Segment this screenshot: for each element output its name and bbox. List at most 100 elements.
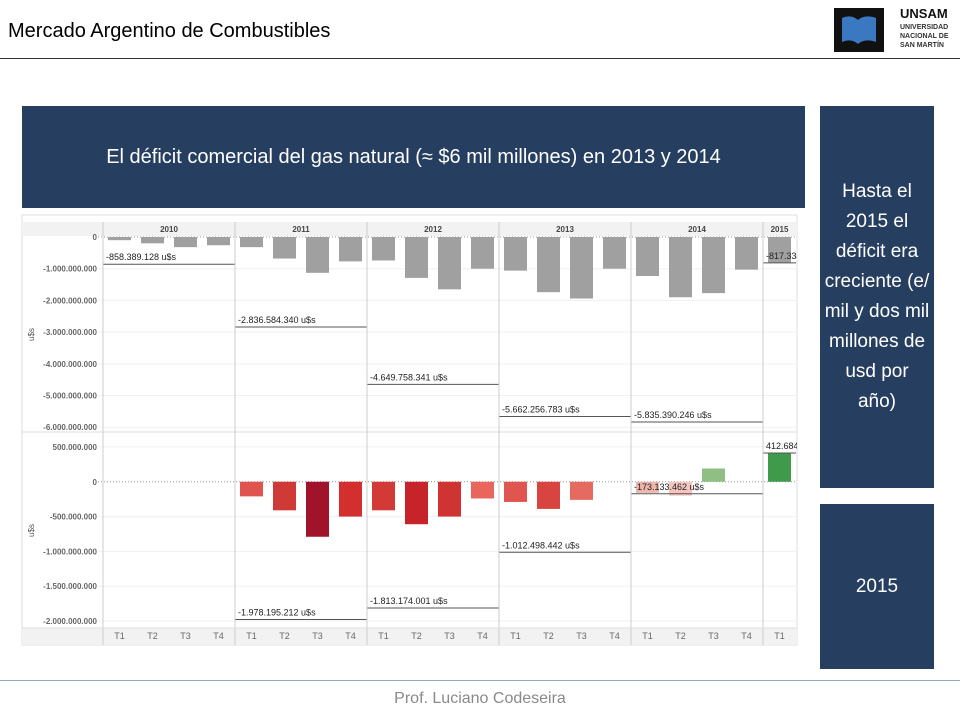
x-tick-label: T3 xyxy=(708,631,719,641)
x-tick-label: T4 xyxy=(213,631,224,641)
y-tick-label: -1.000.000.000 xyxy=(43,265,97,274)
bar xyxy=(174,237,197,248)
plot: u$s 0 -1.000.000.000 -2.000.000.000 -3.000.0… xyxy=(22,222,802,645)
x-tick-label: T2 xyxy=(279,631,290,641)
x-tick-label: T2 xyxy=(543,631,554,641)
x-tick-label: T4 xyxy=(345,631,356,641)
x-tick-label: T1 xyxy=(114,631,125,641)
reference-label: -1.978.195.212 u$s xyxy=(238,608,316,618)
bar xyxy=(339,237,362,262)
reference-label: -2.836.584.340 u$s xyxy=(238,315,316,325)
side-note: Hasta el 2015 el déficit era creciente (… xyxy=(820,106,934,488)
y-tick-label: -1.500.000.000 xyxy=(43,582,97,591)
reference-label: -173.133.462 u$s xyxy=(634,482,705,492)
x-tick-label: T1 xyxy=(246,631,257,641)
y-tick-label: -3.000.000.000 xyxy=(43,328,97,337)
x-tick-label: T1 xyxy=(510,631,521,641)
bar xyxy=(207,237,230,246)
year-header: 2013 xyxy=(556,225,574,234)
header-band xyxy=(22,222,797,236)
year-header: 2012 xyxy=(424,225,442,234)
x-tick-label: T4 xyxy=(477,631,488,641)
y-tick-label: -4.000.000.000 xyxy=(43,360,97,369)
bar xyxy=(537,237,560,293)
bar xyxy=(504,481,527,502)
bar xyxy=(141,237,164,244)
bar xyxy=(372,481,395,511)
bar xyxy=(669,481,692,496)
bar xyxy=(273,481,296,511)
bar xyxy=(273,237,296,259)
bar xyxy=(372,237,395,261)
footer-rule xyxy=(0,680,960,681)
bar xyxy=(768,237,791,263)
bar xyxy=(603,237,626,269)
bar xyxy=(306,481,329,537)
bar xyxy=(636,481,659,493)
bar xyxy=(405,237,428,278)
x-tick-label: T3 xyxy=(180,631,191,641)
footer: Prof. Luciano Codeseira xyxy=(394,690,566,707)
bar xyxy=(735,237,758,270)
bar xyxy=(636,237,659,276)
bar xyxy=(537,481,560,509)
headline: El déficit comercial del gas natural (≈ … xyxy=(22,106,805,208)
bar xyxy=(471,237,494,269)
year-header: 2015 xyxy=(771,225,789,234)
y-tick-label: 0 xyxy=(93,478,98,487)
quarter-band xyxy=(22,628,797,645)
y-axis-title: u$s xyxy=(27,328,36,341)
reference-label: -817.334 xyxy=(766,251,802,261)
bar xyxy=(438,237,461,290)
x-tick-label: T3 xyxy=(576,631,587,641)
bar xyxy=(240,481,263,497)
bar xyxy=(339,481,362,517)
x-tick-label: T1 xyxy=(378,631,389,641)
x-tick-label: T3 xyxy=(444,631,455,641)
y-tick-label: -2.000.000.000 xyxy=(43,617,97,626)
bar xyxy=(702,237,725,294)
logo-book xyxy=(842,16,876,44)
bar xyxy=(768,453,791,482)
x-tick-label: T2 xyxy=(675,631,686,641)
x-tick-label: T4 xyxy=(741,631,752,641)
y-axis-title: u$s xyxy=(27,524,36,537)
y-tick-label: -2.000.000.000 xyxy=(43,296,97,305)
logo: UNSAM UNIVERSIDAD NACIONAL DE SAN MARTÍN xyxy=(834,6,949,52)
y-tick-label: -1.000.000.000 xyxy=(43,547,97,556)
y-tick-label: 500.000.000 xyxy=(53,443,98,452)
bar xyxy=(570,481,593,500)
year-header: 2010 xyxy=(160,225,178,234)
x-tick-label: T2 xyxy=(411,631,422,641)
bar xyxy=(702,468,725,482)
slide-title: Mercado Argentino de Combustibles xyxy=(8,20,331,42)
y-tick-label: -5.000.000.000 xyxy=(43,392,97,401)
y-tick-label: -500.000.000 xyxy=(50,513,98,522)
bar xyxy=(405,481,428,525)
logo-text: UNIVERSIDAD xyxy=(900,24,948,31)
reference-label: -1.813.174.001 u$s xyxy=(370,596,448,606)
year-header: 2011 xyxy=(292,225,310,234)
x-tick-label: T2 xyxy=(147,631,158,641)
bar xyxy=(306,237,329,273)
bar xyxy=(240,237,263,248)
reference-label: 412.684 xyxy=(766,441,799,451)
bar xyxy=(570,237,593,299)
reference-label: -5.662.256.783 u$s xyxy=(502,405,580,415)
logo-text: SAN MARTÍN xyxy=(900,40,944,49)
x-tick-label: T4 xyxy=(609,631,620,641)
chart-frame xyxy=(21,214,798,646)
x-tick-label: T1 xyxy=(774,631,785,641)
chart: u$s 0 -1.000.000.000 -2.000.000.000 -3.000.0… xyxy=(21,214,802,646)
header-rule xyxy=(0,58,960,59)
reference-label: -1.012.498.442 u$s xyxy=(502,540,580,550)
reference-label: -4.649.758.341 u$s xyxy=(370,372,448,382)
bar xyxy=(504,237,527,271)
logo-text: UNSAM xyxy=(900,6,948,21)
x-tick-label: T1 xyxy=(642,631,653,641)
logo-text: NACIONAL DE xyxy=(900,33,949,40)
bar xyxy=(438,481,461,517)
bar xyxy=(669,237,692,298)
bar xyxy=(108,237,131,241)
